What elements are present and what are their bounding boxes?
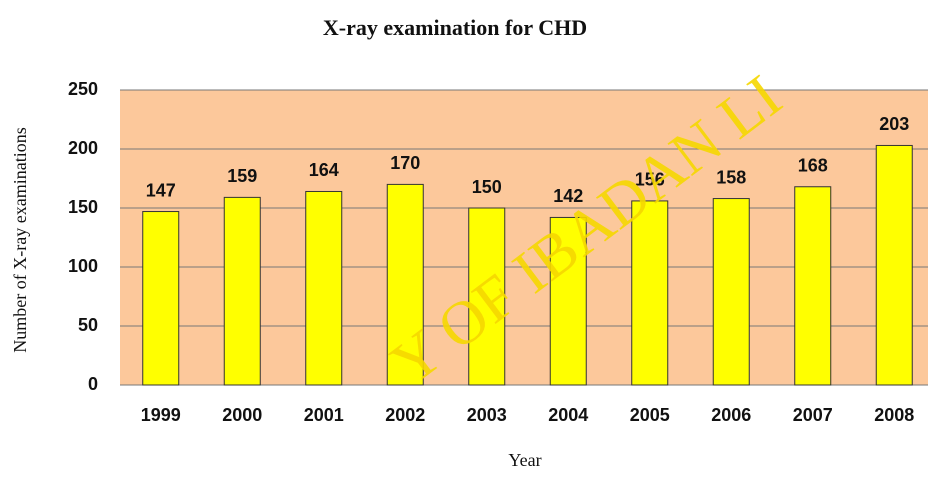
value-label: 170 [390,153,420,173]
x-tick-label: 2001 [304,405,344,425]
y-tick-label: 250 [68,79,98,99]
bar [386,183,424,386]
x-tick-label: 2007 [793,405,833,425]
x-tick-label: 2008 [874,405,914,425]
value-label: 159 [227,166,257,186]
value-label: 164 [309,160,339,180]
value-label: 142 [553,186,583,206]
bar [549,216,587,386]
bar [223,196,261,386]
y-tick-label: 50 [78,315,98,335]
value-label: 203 [879,114,909,134]
x-tick-label: 2005 [630,405,670,425]
value-label: 150 [472,177,502,197]
value-label: 168 [798,156,828,176]
bar [794,186,832,386]
bar [875,144,913,386]
y-tick-label: 100 [68,256,98,276]
x-tick-label: 2003 [467,405,507,425]
x-tick-label: 2006 [711,405,751,425]
x-axis-label: Year [508,450,541,470]
y-tick-label: 0 [88,374,98,394]
x-tick-label: 1999 [141,405,181,425]
x-tick-label: 2002 [385,405,425,425]
x-tick-label: 2004 [548,405,588,425]
chart-title: X-ray examination for CHD [323,15,587,40]
bar [631,200,669,386]
value-label: 156 [635,170,665,190]
y-axis-label: Number of X-ray examinations [10,127,30,352]
bar [468,207,506,386]
y-tick-label: 150 [68,197,98,217]
bar [712,198,750,386]
x-tick-label: 2000 [222,405,262,425]
value-label: 147 [146,180,176,200]
y-tick-label: 200 [68,138,98,158]
bar [142,211,180,386]
bar [305,190,343,386]
value-label: 158 [716,167,746,187]
